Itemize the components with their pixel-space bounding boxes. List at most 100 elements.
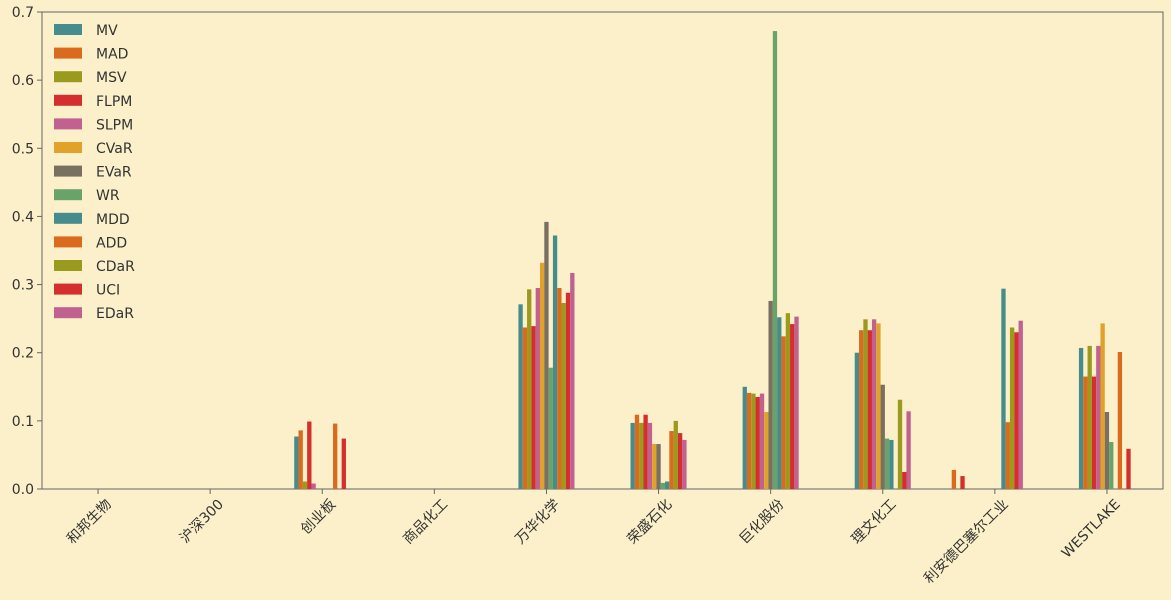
x-tick-label: 沪深300 <box>177 497 227 547</box>
plot-frame <box>41 11 1164 490</box>
legend-label-flpm: FLPM <box>96 94 132 110</box>
legend-label-evar: EVaR <box>96 165 132 181</box>
legend-swatch-edar <box>54 307 82 319</box>
legend-swatch-wr <box>54 189 82 201</box>
legend-swatch-mdd <box>54 212 82 224</box>
bar-mv-5 <box>630 422 635 489</box>
y-tick-label: 0.3 <box>12 278 34 294</box>
bar-add-4 <box>557 287 562 489</box>
bar-mdd-7 <box>889 439 894 489</box>
legend-swatch-cdar <box>54 260 82 271</box>
bar-mad-5 <box>634 414 640 489</box>
bar-mad-9 <box>1083 376 1088 489</box>
plot-area <box>41 11 1164 490</box>
bar-edar-7 <box>906 411 911 489</box>
bar-uci-6 <box>790 324 795 489</box>
bar-flpm-2 <box>307 421 312 489</box>
bar-edar-6 <box>794 316 799 489</box>
bar-cdar-5 <box>673 420 678 489</box>
legend-swatch-uci <box>54 283 82 295</box>
legend-swatch-msv <box>54 71 82 83</box>
legend-label-wr: WR <box>96 188 120 204</box>
legend-label-mad: MAD <box>96 47 128 63</box>
legend-swatch-mv <box>54 24 82 35</box>
bar-edar-8 <box>1018 320 1023 489</box>
bar-slpm-4 <box>535 287 540 489</box>
bar-msv-5 <box>639 422 644 489</box>
bar-flpm-5 <box>643 414 648 489</box>
bar-slpm-7 <box>871 319 877 489</box>
bar-mv-9 <box>1078 347 1084 489</box>
y-tick-label: 0.4 <box>12 209 34 225</box>
legend-label-cvar: CVaR <box>96 141 133 157</box>
x-tick-label: 利安德巴塞尔工业 <box>920 496 1011 587</box>
bar-add-6 <box>781 336 786 489</box>
bar-flpm-9 <box>1091 376 1097 489</box>
legend-label-edar: EDaR <box>96 306 134 322</box>
y-tick-label: 0.2 <box>12 346 34 362</box>
bar-cdar-7 <box>897 399 903 489</box>
bar-uci-5 <box>677 433 683 489</box>
bar-mv-2 <box>294 436 299 489</box>
bar-mad-2 <box>298 430 303 489</box>
x-tick-label: 万华化学 <box>512 497 563 548</box>
bar-cvar-5 <box>652 444 657 489</box>
bar-slpm-5 <box>647 422 653 489</box>
x-axis: 和邦生物 沪深300 创业板 商品化工 万华化学 荣盛石化 巨化股份 理文化工 利安德巴塞尔工业… <box>64 489 1124 587</box>
bar-evar-4 <box>544 221 549 489</box>
bar-mad-7 <box>859 330 864 489</box>
bar-mdd-6 <box>777 317 782 489</box>
bar-edar-4 <box>570 272 575 489</box>
bar-uci-8 <box>1014 332 1019 489</box>
bar-cvar-6 <box>764 412 769 489</box>
bar-cdar-6 <box>785 313 791 489</box>
y-tick-label: 0.6 <box>12 73 34 89</box>
x-tick-label: WESTLAKE <box>1059 497 1124 562</box>
x-tick-label: 和邦生物 <box>64 497 115 548</box>
legend-swatch-flpm <box>54 94 82 106</box>
bar-evar-9 <box>1104 412 1110 489</box>
bar-mv-6 <box>742 386 747 489</box>
legend-label-uci: UCI <box>96 283 120 299</box>
bar-wr-4 <box>548 367 553 489</box>
y-tick-label: 0.0 <box>12 482 34 498</box>
legend-swatch-mad <box>54 47 82 59</box>
bar-mv-4 <box>518 304 523 489</box>
bar-evar-6 <box>768 300 773 489</box>
legend-label-add: ADD <box>96 235 127 251</box>
bar-evar-7 <box>880 384 885 489</box>
bar-extra-0 <box>951 469 957 489</box>
bar-msv-2 <box>302 481 308 489</box>
bar-uci-7 <box>902 471 907 489</box>
bar-msv-7 <box>863 319 868 489</box>
bars <box>294 31 1131 490</box>
x-tick-label: 创业板 <box>298 497 339 538</box>
x-tick-label: 荣盛石化 <box>624 497 675 548</box>
bar-add-8 <box>1005 422 1010 489</box>
legend-swatch-evar <box>54 165 82 177</box>
y-tick-label: 0.1 <box>12 414 34 430</box>
bar-wr-7 <box>884 438 890 489</box>
bar-cvar-9 <box>1100 323 1105 489</box>
legend-swatch-add <box>54 236 82 248</box>
legend-label-cdar: CDaR <box>96 259 135 275</box>
legend: MV MAD MSV FLPM SLPM CVaR EVaR WR MDD ADD CDaR UCI E… <box>54 23 135 322</box>
y-tick-label: 0.5 <box>12 141 34 157</box>
x-tick-label: 巨化股份 <box>737 497 788 548</box>
bar-add-9 <box>1117 352 1123 489</box>
bar-flpm-7 <box>867 330 872 489</box>
bar-edar-5 <box>682 439 687 489</box>
legend-label-slpm: SLPM <box>96 117 133 133</box>
bar-slpm-6 <box>759 393 765 489</box>
bar-mdd-5 <box>665 481 670 489</box>
bar-add-5 <box>669 431 674 489</box>
legend-swatch-cvar <box>54 142 82 153</box>
bar-wr-5 <box>660 482 666 489</box>
bar-wr-6 <box>772 31 778 490</box>
bar-cdar-4 <box>561 302 566 489</box>
x-tick-label: 理文化工 <box>849 497 900 548</box>
bar-mdd-8 <box>1001 288 1006 489</box>
bar-slpm-2 <box>311 483 316 489</box>
bar-extra-1 <box>960 476 965 489</box>
